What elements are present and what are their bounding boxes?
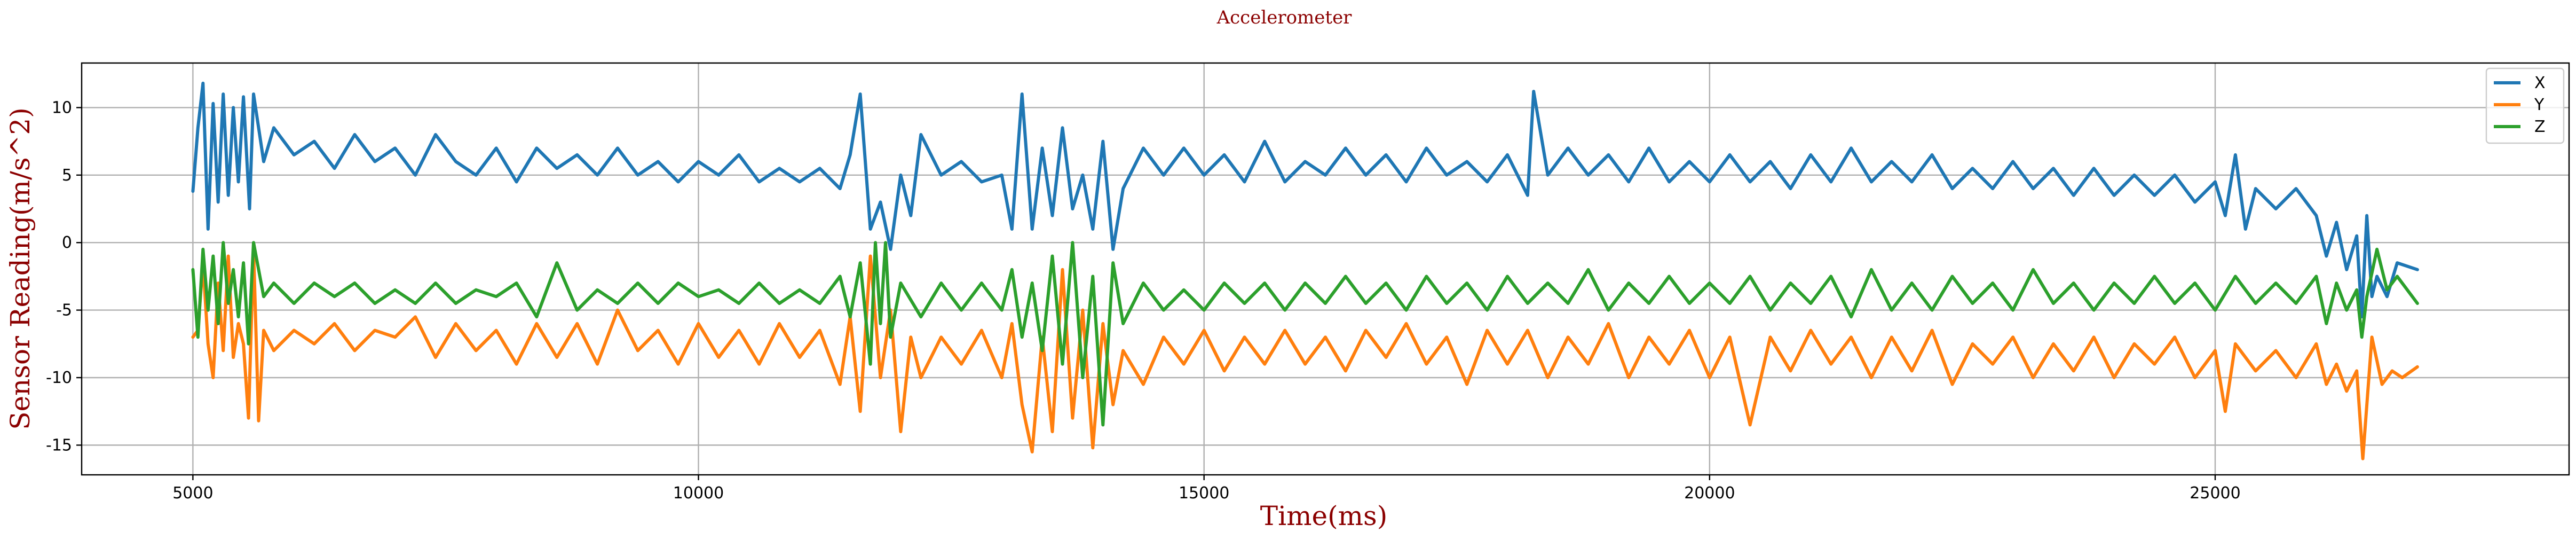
x-axis: 5000 10000 15000 20000 25000	[172, 475, 2241, 503]
y-tick-label: 0	[62, 233, 72, 252]
y-tick-label: 10	[52, 98, 72, 117]
chart-title: Accelerometer	[1216, 7, 1353, 28]
series-line-z	[191, 241, 2419, 427]
series-line-x	[191, 81, 2419, 319]
plot-frame	[81, 62, 2570, 476]
legend-box	[2485, 67, 2565, 144]
legend: XYZ	[2485, 67, 2565, 144]
y-tick-label: -15	[46, 436, 72, 455]
x-tick-label: 5000	[172, 484, 213, 503]
series-line-y	[191, 247, 2419, 460]
series-lines	[191, 81, 2419, 460]
x-tick-label: 25000	[2190, 484, 2240, 503]
y-tick-label: -10	[46, 369, 72, 387]
y-tick-label: 5	[62, 166, 72, 185]
y-tick-label: -5	[56, 301, 72, 320]
legend-label-x: X	[2534, 74, 2546, 92]
x-tick-label: 20000	[1684, 484, 1735, 503]
y-axis: -15 -10 -5 0 5 10	[46, 98, 82, 455]
grid-lines	[82, 63, 2569, 475]
x-axis-label: Time(ms)	[1260, 500, 1387, 531]
legend-label-z: Z	[2534, 118, 2546, 136]
x-tick-label: 10000	[673, 484, 724, 503]
legend-label-y: Y	[2534, 96, 2545, 114]
y-axis-label: Sensor Reading(m/s^2)	[5, 107, 36, 430]
x-tick-label: 15000	[1179, 484, 1229, 503]
